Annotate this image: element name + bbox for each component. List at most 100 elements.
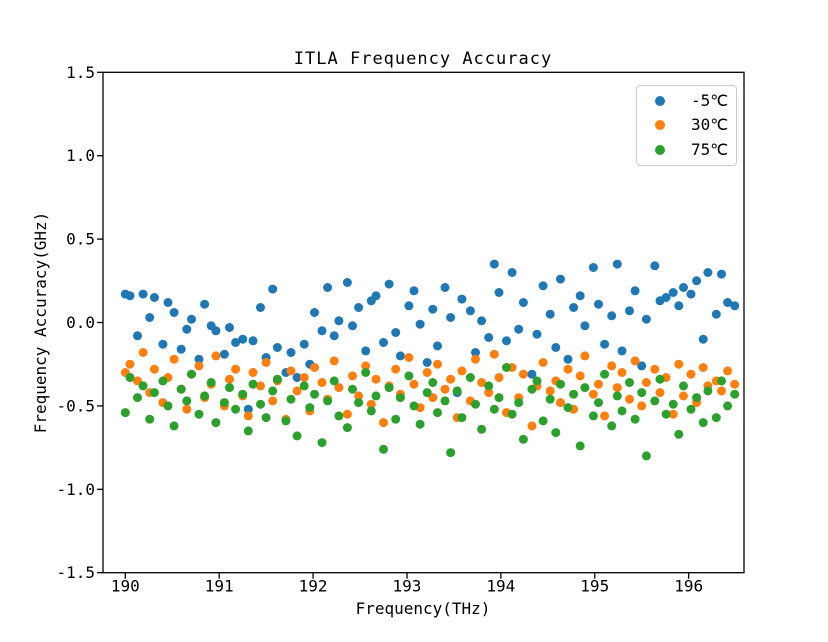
data-point — [465, 373, 475, 382]
data-point — [169, 421, 179, 431]
data-point — [484, 388, 494, 398]
data-point — [329, 331, 339, 341]
data-point — [630, 414, 640, 424]
data-point — [158, 339, 168, 349]
data-point — [433, 341, 442, 351]
data-point — [440, 283, 450, 292]
data-point — [674, 429, 684, 439]
data-point — [125, 291, 135, 301]
data-point — [545, 394, 555, 404]
data-point — [286, 366, 296, 376]
data-point — [342, 278, 352, 287]
data-point — [187, 314, 196, 324]
data-point — [484, 333, 494, 342]
data-point — [225, 323, 234, 332]
data-point — [600, 339, 610, 349]
data-point — [668, 399, 678, 409]
data-point — [686, 404, 696, 414]
data-point — [415, 319, 425, 329]
data-point — [310, 389, 319, 399]
data-point — [686, 369, 696, 379]
data-point — [507, 409, 517, 419]
data-point — [379, 418, 388, 428]
data-point — [433, 359, 442, 369]
x-axis-ticks: 190 191 192 193 194 195 196 — [111, 572, 703, 596]
data-point — [489, 259, 499, 269]
data-point — [182, 324, 192, 334]
scatter-points — [120, 259, 740, 461]
data-point — [502, 363, 511, 372]
data-point — [256, 303, 265, 312]
data-point — [384, 383, 394, 393]
data-point — [655, 374, 665, 384]
data-point — [428, 304, 438, 314]
data-point — [169, 308, 179, 317]
data-point — [607, 311, 617, 321]
y-tick-label: -1.0 — [56, 480, 95, 499]
data-point — [409, 286, 419, 296]
data-point — [594, 379, 603, 389]
data-point — [158, 376, 168, 386]
data-point — [563, 354, 573, 364]
data-point — [404, 301, 414, 311]
data-point — [617, 406, 627, 416]
data-point — [686, 289, 696, 299]
data-point — [650, 261, 660, 271]
data-point — [484, 381, 494, 391]
data-point — [125, 373, 135, 382]
x-tick-label: 192 — [299, 577, 328, 596]
data-point — [457, 294, 467, 304]
x-tick-label: 191 — [205, 577, 234, 596]
data-point — [334, 383, 344, 393]
data-point — [138, 381, 148, 391]
data-point — [211, 351, 221, 361]
data-point — [268, 386, 278, 396]
data-point — [446, 374, 456, 384]
data-point — [354, 303, 364, 312]
data-point — [409, 401, 419, 411]
data-point — [182, 404, 192, 414]
legend-item-30c: 30℃ — [637, 113, 736, 137]
data-point — [238, 389, 248, 399]
data-point — [471, 354, 480, 364]
data-point — [286, 394, 296, 404]
data-point — [502, 336, 511, 346]
data-point — [348, 321, 357, 331]
data-point — [422, 358, 432, 367]
data-point — [176, 344, 186, 354]
data-point — [422, 388, 432, 398]
data-point — [404, 371, 414, 381]
legend-marker-green-icon — [655, 144, 665, 155]
data-point — [514, 324, 524, 334]
data-point — [668, 409, 678, 419]
data-point — [219, 398, 229, 408]
data-point — [457, 413, 467, 423]
data-point — [556, 379, 565, 389]
x-tick-label: 194 — [486, 577, 515, 596]
legend-item-minus5c: -5℃ — [637, 89, 736, 113]
data-point — [138, 289, 148, 299]
data-point — [692, 276, 702, 286]
data-point — [607, 361, 617, 371]
data-point — [317, 378, 327, 387]
data-point — [231, 404, 241, 414]
data-point — [182, 396, 192, 406]
data-point — [625, 378, 634, 387]
data-point — [575, 371, 585, 381]
legend-item-75c: 75℃ — [637, 138, 736, 162]
data-point — [617, 346, 627, 356]
data-point — [630, 286, 640, 296]
data-point — [617, 368, 627, 377]
data-point — [329, 356, 339, 366]
y-tick-label: 0.0 — [66, 313, 95, 332]
data-point — [551, 343, 561, 352]
data-point — [323, 396, 333, 406]
data-point — [281, 416, 291, 426]
data-point — [563, 403, 573, 413]
data-point — [650, 396, 660, 406]
data-point — [655, 388, 665, 398]
data-point — [452, 386, 462, 396]
data-point — [194, 409, 204, 419]
data-point — [440, 384, 450, 394]
y-tick-label: -0.5 — [56, 396, 95, 415]
